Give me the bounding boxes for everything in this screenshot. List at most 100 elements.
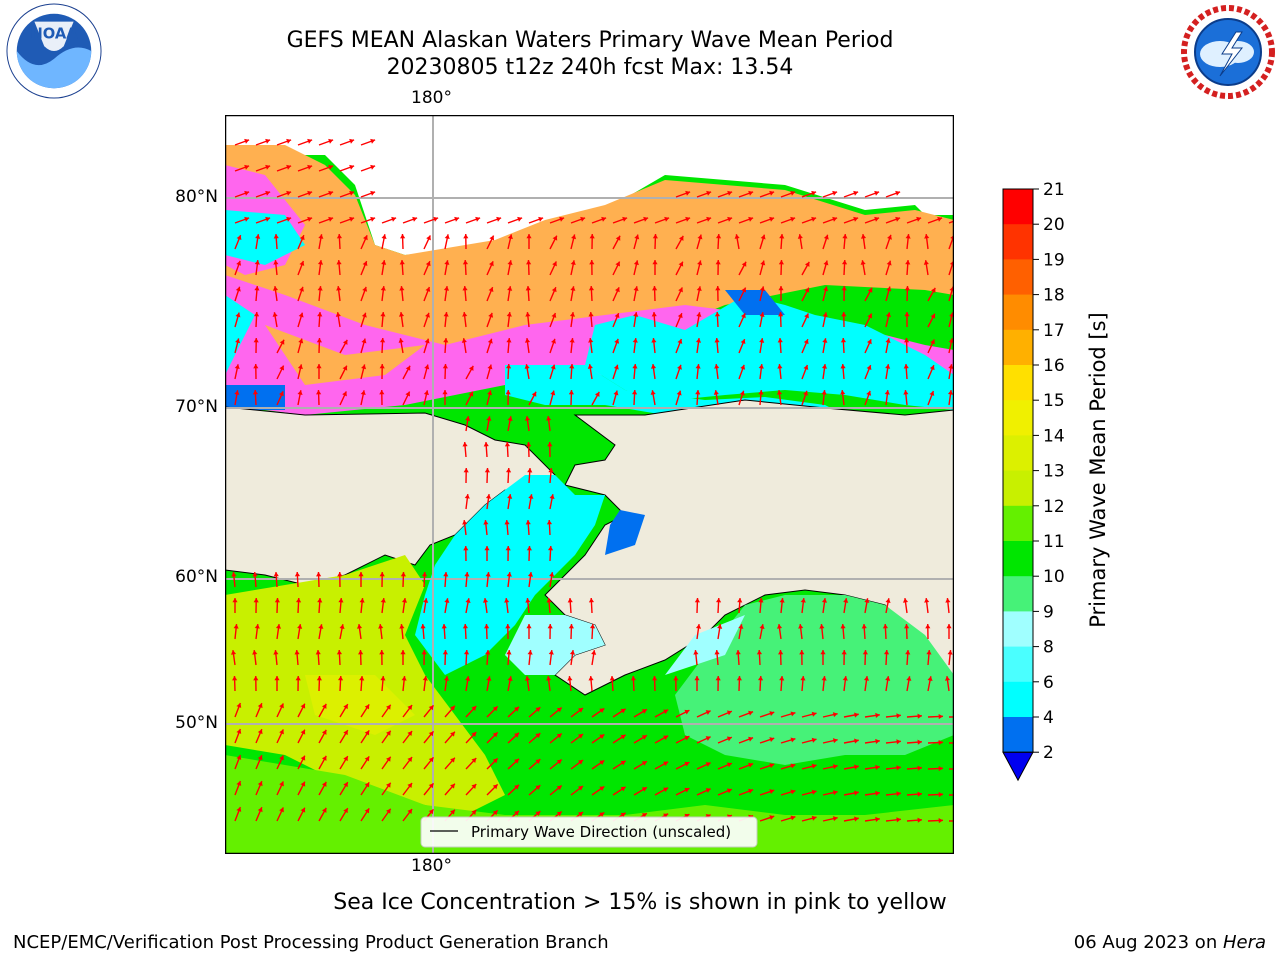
wave-arrow-head: [896, 713, 901, 719]
wave-arrow-head: [465, 598, 471, 603]
wave-arrow-head: [938, 817, 943, 824]
wave-arrow-head: [450, 731, 455, 737]
wave-arrow-head: [861, 624, 867, 629]
wave-arrow-head: [421, 650, 427, 655]
wave-arrow-head: [300, 807, 306, 813]
wave-arrow-head: [811, 190, 817, 196]
wave-arrow-head: [297, 390, 303, 395]
land-alaska: [544, 399, 954, 696]
wave-arrow-head: [588, 338, 594, 343]
wave-arrow-head: [485, 572, 491, 577]
wave-arrow-head: [399, 624, 405, 629]
wave-arrow-head: [273, 572, 279, 577]
wave-arrow-head: [244, 138, 250, 144]
wave-arrow-head: [379, 572, 385, 577]
wave-arrow-head: [570, 260, 576, 266]
wave-arrow-head: [343, 756, 348, 762]
wave-arrow-head: [538, 216, 544, 222]
noaa-logo: NOAA: [6, 3, 102, 99]
wave-arrow-head: [257, 703, 263, 709]
colorbar-tick-label: 20: [1043, 215, 1065, 235]
wave-arrow-head: [633, 286, 639, 291]
wave-arrow-head: [678, 287, 683, 293]
wave-arrow-head: [853, 216, 859, 222]
wave-arrow-head: [740, 364, 746, 370]
wave-arrow-head: [335, 312, 341, 317]
wave-arrow-head: [696, 312, 702, 317]
wave-arrow-head: [715, 286, 721, 291]
wave-arrow-head: [714, 364, 720, 369]
wave-arrow-head: [526, 624, 532, 629]
wave-arrow-head: [875, 790, 880, 796]
wave-arrow-head: [641, 761, 647, 766]
chart-subtitle: 20230805 t12z 240h fcst Max: 13.54: [386, 55, 794, 80]
wave-arrow-head: [273, 234, 279, 239]
wave-arrow-head: [609, 676, 615, 681]
sea-ice-orange: [225, 145, 954, 385]
wave-arrow-head: [462, 312, 468, 317]
wave-arrow-head: [343, 704, 348, 710]
wave-arrow-head: [307, 138, 313, 144]
wave-arrow-head: [349, 190, 355, 196]
wave-arrow-head: [779, 598, 785, 603]
wave-arrow-head: [426, 235, 431, 241]
wave-arrow-head: [517, 216, 523, 222]
wave-arrow-head: [948, 338, 954, 344]
wave-arrow-head: [337, 676, 344, 681]
wave-arrow-head: [840, 364, 846, 369]
colorbar-block: [1003, 329, 1033, 366]
wave-arrow-head: [842, 676, 848, 681]
wave-arrow-head: [641, 735, 647, 740]
wave-arrow-head: [321, 781, 327, 787]
wave-arrow-head: [777, 338, 783, 343]
wave-arrow-head: [684, 813, 690, 819]
wave-arrow-head: [328, 138, 334, 144]
wave-arrow-head: [841, 650, 847, 655]
wave-arrow-head: [620, 734, 626, 740]
wave-arrow-head: [235, 338, 241, 344]
wave-arrow-head: [776, 390, 783, 395]
wave-arrow-head: [253, 598, 259, 603]
wave-arrow-head: [514, 732, 520, 738]
wave-arrow-head: [424, 338, 430, 344]
wave-arrow-head: [929, 390, 935, 396]
wave-arrow-head: [748, 736, 754, 742]
wave-arrow-head: [551, 338, 556, 344]
wave-arrow-head: [904, 338, 910, 343]
wave-arrow-head: [867, 339, 872, 345]
colorbar-tick-label: 6: [1043, 673, 1054, 693]
wave-arrow-head: [599, 786, 605, 792]
wave-arrow-head: [407, 783, 413, 789]
wave-arrow-head: [926, 650, 932, 655]
wave-arrow-head: [917, 791, 922, 797]
wave-arrow-head: [905, 260, 911, 265]
wave-arrow-head: [769, 190, 775, 196]
wave-arrow-head: [685, 216, 691, 222]
wave-arrow-head: [279, 339, 285, 345]
wave-arrow-head: [904, 624, 910, 629]
colorbar-block: [1003, 470, 1033, 507]
wave-arrow-head: [882, 624, 889, 629]
wave-arrow-head: [317, 260, 324, 265]
wave-direction-arrows: [230, 138, 954, 824]
wave-arrow-head: [860, 234, 867, 239]
colorbar-block: [1003, 541, 1033, 577]
wave-arrow-head: [599, 812, 605, 818]
wave-arrow-head: [279, 729, 284, 735]
wave-arrow-head: [356, 624, 363, 629]
wave-arrow-head: [336, 234, 343, 239]
wave-arrow-head: [652, 234, 658, 239]
wave-arrow-head: [715, 676, 721, 681]
nws-logo: [1180, 4, 1276, 100]
wave-arrow-head: [279, 365, 285, 371]
wave-arrow-head: [506, 312, 512, 317]
wave-arrow-head: [443, 312, 449, 317]
wave-arrow-head: [811, 763, 817, 769]
wave-arrow-head: [634, 234, 640, 240]
wave-arrow-head: [697, 234, 703, 240]
wave-arrow-head: [236, 235, 242, 241]
wave-arrow-head: [832, 816, 838, 822]
wave-arrow-head: [790, 216, 796, 222]
wave-arrow-head: [778, 650, 784, 655]
wave-arrow-head: [475, 216, 481, 222]
